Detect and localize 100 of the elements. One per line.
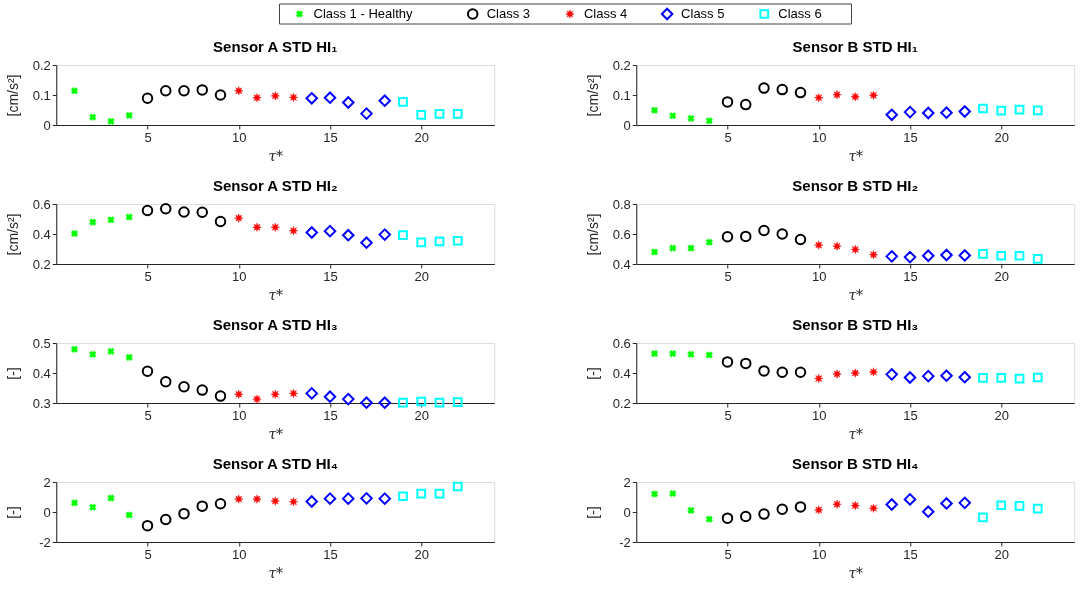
y-tick-label: 0: [623, 504, 631, 520]
x-tick-label: 20: [994, 268, 1009, 284]
point: [650, 248, 659, 256]
point: [832, 241, 842, 251]
point: [196, 206, 208, 218]
x-tick-label: 15: [903, 129, 918, 145]
legend-label: Class 3: [486, 6, 531, 21]
point: [869, 503, 878, 513]
point: [214, 215, 227, 228]
point: [996, 500, 1007, 511]
point: [289, 497, 298, 507]
point: [978, 249, 988, 259]
y-tick-label: 0.1: [32, 87, 51, 103]
y-tick-label: 0.5: [32, 335, 51, 351]
point: [252, 222, 262, 232]
point: [342, 492, 355, 505]
x-tick-label: 20: [414, 268, 429, 284]
point: [958, 105, 971, 118]
point: [360, 236, 373, 249]
x-tick-label: 20: [994, 546, 1009, 562]
point: [869, 250, 878, 260]
point: [776, 366, 788, 378]
point: [705, 515, 713, 523]
point: [107, 347, 115, 355]
chart-title: Sensor A STD HI₃: [212, 316, 338, 333]
point: [305, 387, 318, 400]
point: [196, 500, 208, 512]
point: [1032, 503, 1043, 514]
point: [922, 505, 935, 518]
x-axis-title: τ*: [268, 147, 284, 164]
point: [940, 248, 953, 262]
point: [958, 370, 971, 384]
y-tick-label: -2: [619, 534, 631, 550]
point: [885, 368, 898, 381]
point: [869, 90, 878, 100]
point: [978, 372, 988, 383]
point: [832, 499, 842, 509]
point: [214, 498, 227, 510]
point: [141, 519, 154, 532]
x-tick-label: 10: [812, 546, 827, 562]
point: [705, 351, 713, 359]
point: [776, 228, 788, 240]
x-tick-label: 20: [414, 407, 429, 423]
point: [342, 228, 355, 242]
point: [740, 510, 752, 523]
point: [669, 112, 677, 120]
x-tick-label: 10: [812, 268, 827, 284]
point: [289, 388, 298, 398]
x-tick-label: 20: [414, 546, 429, 562]
point: [289, 226, 298, 236]
chart-title: Sensor A STD HI₂: [212, 177, 338, 194]
point: [434, 236, 445, 247]
y-tick-label: 0.2: [612, 57, 631, 73]
point: [196, 84, 208, 96]
point: [270, 91, 280, 101]
x-tick-label: 10: [232, 407, 247, 423]
y-tick-label: 0.2: [32, 256, 51, 272]
point: [958, 249, 971, 262]
point: [270, 389, 280, 399]
point: [89, 503, 97, 511]
point: [1014, 104, 1025, 115]
point: [452, 235, 463, 246]
point: [996, 250, 1007, 261]
x-tick-label: 5: [144, 268, 152, 284]
y-axis-title: [cm/s²]: [4, 74, 21, 117]
point: [323, 492, 337, 505]
point: [289, 92, 298, 102]
x-tick-label: 5: [144, 546, 152, 562]
y-tick-label: 0: [43, 117, 51, 133]
point: [196, 384, 208, 396]
point: [141, 365, 154, 377]
chart-title: Sensor B STD HI₂: [792, 177, 919, 194]
point: [178, 381, 190, 393]
point: [1014, 250, 1025, 261]
point: [452, 397, 463, 407]
point: [234, 389, 244, 399]
point: [416, 396, 427, 407]
point: [416, 488, 427, 499]
x-tick-label: 5: [724, 268, 732, 284]
point: [107, 117, 115, 125]
y-tick-label: 0.4: [612, 256, 631, 272]
point: [305, 226, 318, 239]
x-tick-label: 10: [812, 129, 827, 145]
point: [398, 230, 408, 241]
point: [70, 345, 79, 353]
x-axis-title: τ*: [848, 286, 864, 303]
chart-title: Sensor A STD HI₁: [213, 38, 338, 55]
point: [940, 106, 953, 119]
point: [687, 506, 695, 514]
point: [70, 499, 79, 507]
point: [850, 245, 860, 254]
x-tick-label: 20: [414, 129, 429, 145]
point: [107, 494, 115, 502]
point: [125, 353, 133, 361]
point: [832, 90, 842, 100]
point: [89, 218, 97, 226]
chart-title: Sensor B STD HI₄: [792, 455, 919, 472]
point: [740, 98, 752, 111]
point: [160, 85, 172, 97]
point: [214, 390, 227, 402]
